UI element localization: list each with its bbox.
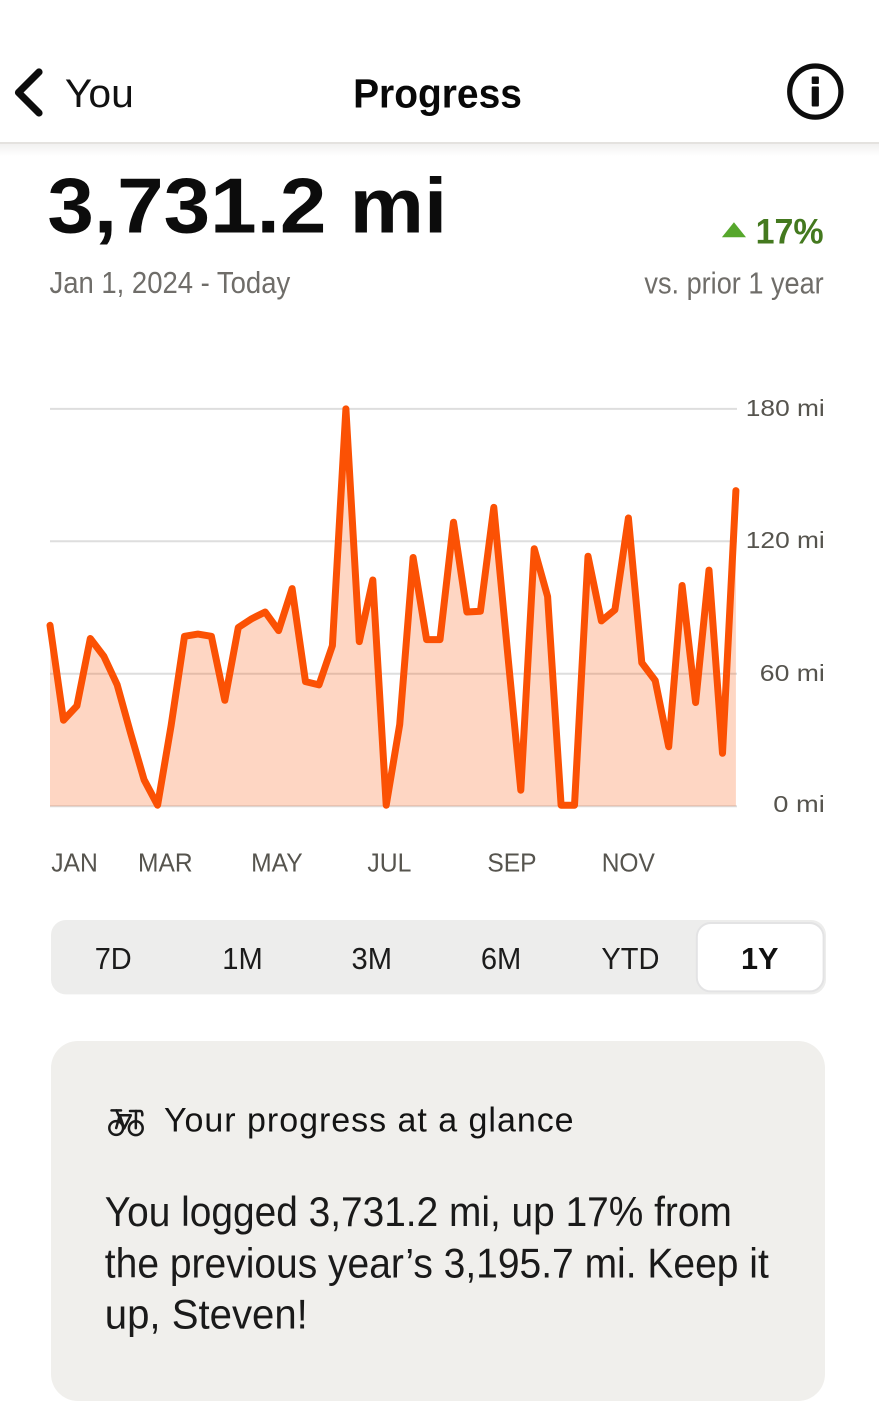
svg-text:MAR: MAR xyxy=(138,849,193,877)
svg-text:1Y: 1Y xyxy=(741,941,779,976)
svg-text:Your progress at a glance: Your progress at a glance xyxy=(164,1101,574,1139)
svg-text:YTD: YTD xyxy=(601,941,659,976)
svg-text:60 mi: 60 mi xyxy=(760,660,825,686)
svg-text:3,731.2 mi: 3,731.2 mi xyxy=(47,162,447,250)
svg-text:up, Steven!: up, Steven! xyxy=(105,1291,308,1338)
svg-text:SEP: SEP xyxy=(487,849,536,877)
svg-text:MAY: MAY xyxy=(251,849,303,877)
svg-text:You logged 3,731.2 mi, up 17%: You logged 3,731.2 mi, up 17% from xyxy=(105,1188,732,1235)
svg-text:Jan 1, 2024 - Today: Jan 1, 2024 - Today xyxy=(50,265,291,300)
svg-text:3M: 3M xyxy=(352,941,393,976)
svg-text:the previous year’s 3,195.7 mi: the previous year’s 3,195.7 mi. Keep it xyxy=(105,1239,769,1286)
svg-text:Progress: Progress xyxy=(353,70,522,116)
svg-text:vs. prior 1 year: vs. prior 1 year xyxy=(644,266,823,301)
svg-text:JAN: JAN xyxy=(51,849,98,877)
svg-text:120 mi: 120 mi xyxy=(746,527,825,553)
svg-text:JUL: JUL xyxy=(367,849,411,877)
svg-text:0 mi: 0 mi xyxy=(773,791,825,817)
svg-text:6M: 6M xyxy=(481,941,522,976)
svg-text:180 mi: 180 mi xyxy=(746,395,825,421)
svg-text:1M: 1M xyxy=(222,941,263,976)
svg-text:NOV: NOV xyxy=(602,849,655,877)
svg-text:7D: 7D xyxy=(95,941,132,976)
svg-text:17%: 17% xyxy=(756,213,824,252)
svg-text:You: You xyxy=(65,72,134,116)
